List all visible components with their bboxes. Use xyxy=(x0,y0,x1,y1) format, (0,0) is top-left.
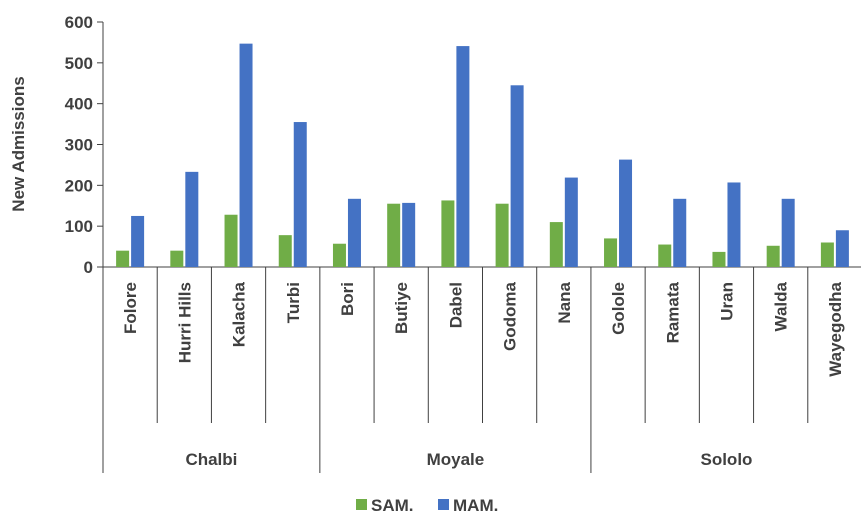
category-label: Butiye xyxy=(392,282,411,334)
y-tick-label: 300 xyxy=(65,136,93,155)
category-label: Uran xyxy=(717,282,736,321)
category-label: Turbi xyxy=(284,282,303,323)
y-tick-label: 400 xyxy=(65,95,93,114)
bar-sam-kalacha xyxy=(224,214,238,267)
y-tick-label: 200 xyxy=(65,176,93,195)
bar-mam-butiye xyxy=(402,202,416,267)
legend: SAM. MAM. xyxy=(356,496,498,515)
bar-sam-dabel xyxy=(441,200,455,267)
bar-mam-uran xyxy=(727,182,741,267)
category-label: Ramata xyxy=(663,281,682,343)
category-label: Kalacha xyxy=(230,281,249,347)
axis-layer: 0 100 200 300 400 500 600 xyxy=(65,13,861,473)
group-label: Sololo xyxy=(700,450,752,469)
bar-mam-kalacha xyxy=(239,43,253,268)
bar-mam-hurri-hills xyxy=(185,171,199,267)
legend-swatch xyxy=(356,499,367,510)
y-axis-title: New Admissions xyxy=(9,76,28,211)
bar-sam-butiye xyxy=(387,203,401,267)
bar-sam-wayegodha xyxy=(820,242,834,267)
bar-sam-ramata xyxy=(658,244,672,267)
category-label: Godoma xyxy=(501,281,520,350)
category-label: Hurri Hills xyxy=(175,282,194,363)
bar-sam-bori xyxy=(332,243,346,267)
group-label: Chalbi xyxy=(185,450,237,469)
legend-swatch xyxy=(438,499,449,510)
group-label: Moyale xyxy=(427,450,485,469)
y-tick-label: 500 xyxy=(65,54,93,73)
y-tick-label: 600 xyxy=(65,13,93,32)
category-label: Folore xyxy=(121,282,140,334)
bar-sam-godoma xyxy=(495,203,509,267)
category-label: Dabel xyxy=(446,282,465,328)
bars-layer xyxy=(116,43,849,268)
legend-label: SAM. xyxy=(371,496,414,515)
y-tick-label: 0 xyxy=(84,258,93,277)
bar-mam-bori xyxy=(347,198,361,267)
bar-sam-walda xyxy=(766,245,780,267)
category-label: Bori xyxy=(338,282,357,316)
bar-mam-dabel xyxy=(456,46,470,267)
category-label: Golole xyxy=(609,282,628,335)
bar-sam-nana xyxy=(549,222,563,267)
bar-sam-turbi xyxy=(278,235,292,267)
labels-layer: Folore Hurri Hills Kalacha Turbi Bori Butiye D… xyxy=(121,281,845,469)
bar-mam-turbi xyxy=(293,122,307,268)
bar-mam-wayegodha xyxy=(835,230,849,267)
legend-label: MAM. xyxy=(453,496,498,515)
category-label: Nana xyxy=(555,281,574,323)
bar-mam-ramata xyxy=(673,198,687,267)
category-label: Walda xyxy=(772,281,791,331)
bar-mam-godoma xyxy=(510,85,524,268)
bar-sam-golole xyxy=(604,238,618,267)
bar-mam-folore xyxy=(131,215,145,267)
category-label: Wayegodha xyxy=(826,281,845,376)
bar-mam-nana xyxy=(564,177,578,267)
y-tick-label: 100 xyxy=(65,217,93,236)
bar-mam-golole xyxy=(619,159,633,267)
bar-sam-hurri-hills xyxy=(170,250,184,267)
bar-mam-walda xyxy=(781,198,795,267)
bar-sam-uran xyxy=(712,251,726,267)
bar-sam-folore xyxy=(116,250,130,267)
